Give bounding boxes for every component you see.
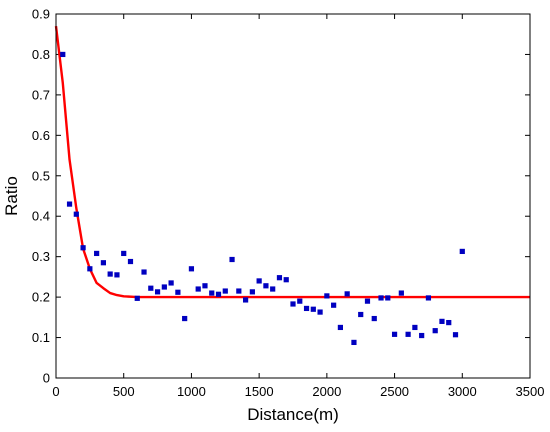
scatter-point bbox=[66, 201, 73, 207]
scatter-point bbox=[412, 324, 418, 331]
scatter-point bbox=[87, 266, 93, 272]
scatter-point bbox=[243, 297, 249, 303]
scatter-point bbox=[283, 277, 289, 283]
scatter-point bbox=[168, 280, 174, 286]
scatter-point bbox=[256, 278, 262, 284]
scatter-point bbox=[425, 295, 432, 301]
x-tick-label: 1500 bbox=[245, 384, 274, 399]
y-axis-label: Ratio bbox=[2, 176, 21, 216]
x-tick-label: 0 bbox=[52, 384, 59, 399]
x-tick-label: 3500 bbox=[516, 384, 545, 399]
scatter-point bbox=[398, 290, 404, 296]
scatter-point bbox=[141, 269, 147, 275]
scatter-point bbox=[161, 284, 167, 290]
scatter-point bbox=[154, 289, 161, 295]
x-tick-label: 2500 bbox=[380, 384, 409, 399]
plot-frame bbox=[55, 13, 531, 379]
scatter-point bbox=[439, 318, 445, 324]
scatter-point bbox=[188, 266, 195, 272]
scatter-point bbox=[215, 291, 222, 297]
scatter-point bbox=[358, 311, 364, 318]
scatter-point bbox=[337, 324, 343, 331]
scatter-point bbox=[290, 301, 296, 307]
scatter-point bbox=[371, 315, 377, 322]
scatter-point bbox=[229, 256, 235, 263]
scatter-point bbox=[351, 339, 357, 346]
scatter-point bbox=[324, 293, 330, 299]
x-axis-label: Distance(m) bbox=[247, 405, 339, 424]
scatter-point bbox=[222, 288, 228, 294]
scatter-point bbox=[107, 271, 113, 277]
y-tick-label: 0.2 bbox=[32, 290, 50, 305]
scatter-point bbox=[80, 245, 86, 251]
scatter-point bbox=[378, 295, 384, 301]
scatter-point bbox=[452, 332, 459, 338]
scatter-point bbox=[297, 298, 303, 304]
x-tick-label: 500 bbox=[113, 384, 135, 399]
scatter-point bbox=[209, 290, 215, 296]
scatter-point bbox=[419, 332, 425, 339]
scatter-point bbox=[121, 250, 127, 257]
scatter-point bbox=[331, 302, 337, 308]
scatter-point bbox=[317, 309, 323, 315]
y-tick-label: 0.6 bbox=[32, 128, 50, 143]
y-tick-label: 0 bbox=[43, 371, 50, 386]
scatter-point bbox=[202, 283, 208, 289]
scatter-point bbox=[310, 306, 316, 312]
scatter-point bbox=[270, 286, 276, 292]
scatter-point bbox=[73, 211, 79, 217]
scatter-point bbox=[432, 328, 438, 334]
scatter-point bbox=[148, 285, 154, 291]
y-tick-label: 0.1 bbox=[32, 330, 50, 345]
scatter-point bbox=[303, 305, 310, 312]
ticks: 0 500 1000 1500 2000 2500 3000 3500 0 0.1 0.2 0.3 0.… bbox=[32, 7, 545, 400]
scatter-point bbox=[263, 283, 269, 289]
y-tick-label: 0.7 bbox=[32, 87, 50, 102]
scatter-point bbox=[114, 272, 120, 278]
scatter-point bbox=[60, 51, 66, 58]
y-tick-label: 0.3 bbox=[32, 249, 50, 264]
scatter-point bbox=[94, 250, 100, 257]
scatter-point bbox=[175, 289, 181, 295]
scatter-point bbox=[364, 298, 371, 304]
scatter-point bbox=[100, 260, 106, 266]
scatter-point bbox=[134, 295, 140, 301]
scatter-point bbox=[236, 288, 242, 294]
x-tick-label: 3000 bbox=[448, 384, 477, 399]
x-tick-label: 1000 bbox=[177, 384, 206, 399]
scatter-point bbox=[195, 286, 201, 292]
scatter-point bbox=[459, 248, 465, 255]
scatter-point bbox=[391, 331, 398, 337]
y-tick-label: 0.4 bbox=[32, 209, 50, 224]
plot-area bbox=[56, 14, 530, 378]
scatter-point bbox=[385, 295, 391, 301]
scatter-point bbox=[344, 291, 350, 297]
scatter-point bbox=[127, 258, 134, 265]
y-tick-label: 0.8 bbox=[32, 47, 50, 62]
y-tick-label: 0.9 bbox=[32, 7, 50, 22]
y-tick-label: 0.5 bbox=[32, 168, 50, 183]
scatter-point bbox=[249, 289, 255, 295]
scatter-point bbox=[182, 315, 188, 322]
scatter-points bbox=[60, 51, 465, 346]
scatter-point bbox=[446, 319, 452, 326]
scatter-point bbox=[405, 331, 411, 337]
x-tick-label: 2000 bbox=[312, 384, 341, 399]
scatter-point bbox=[276, 275, 283, 281]
